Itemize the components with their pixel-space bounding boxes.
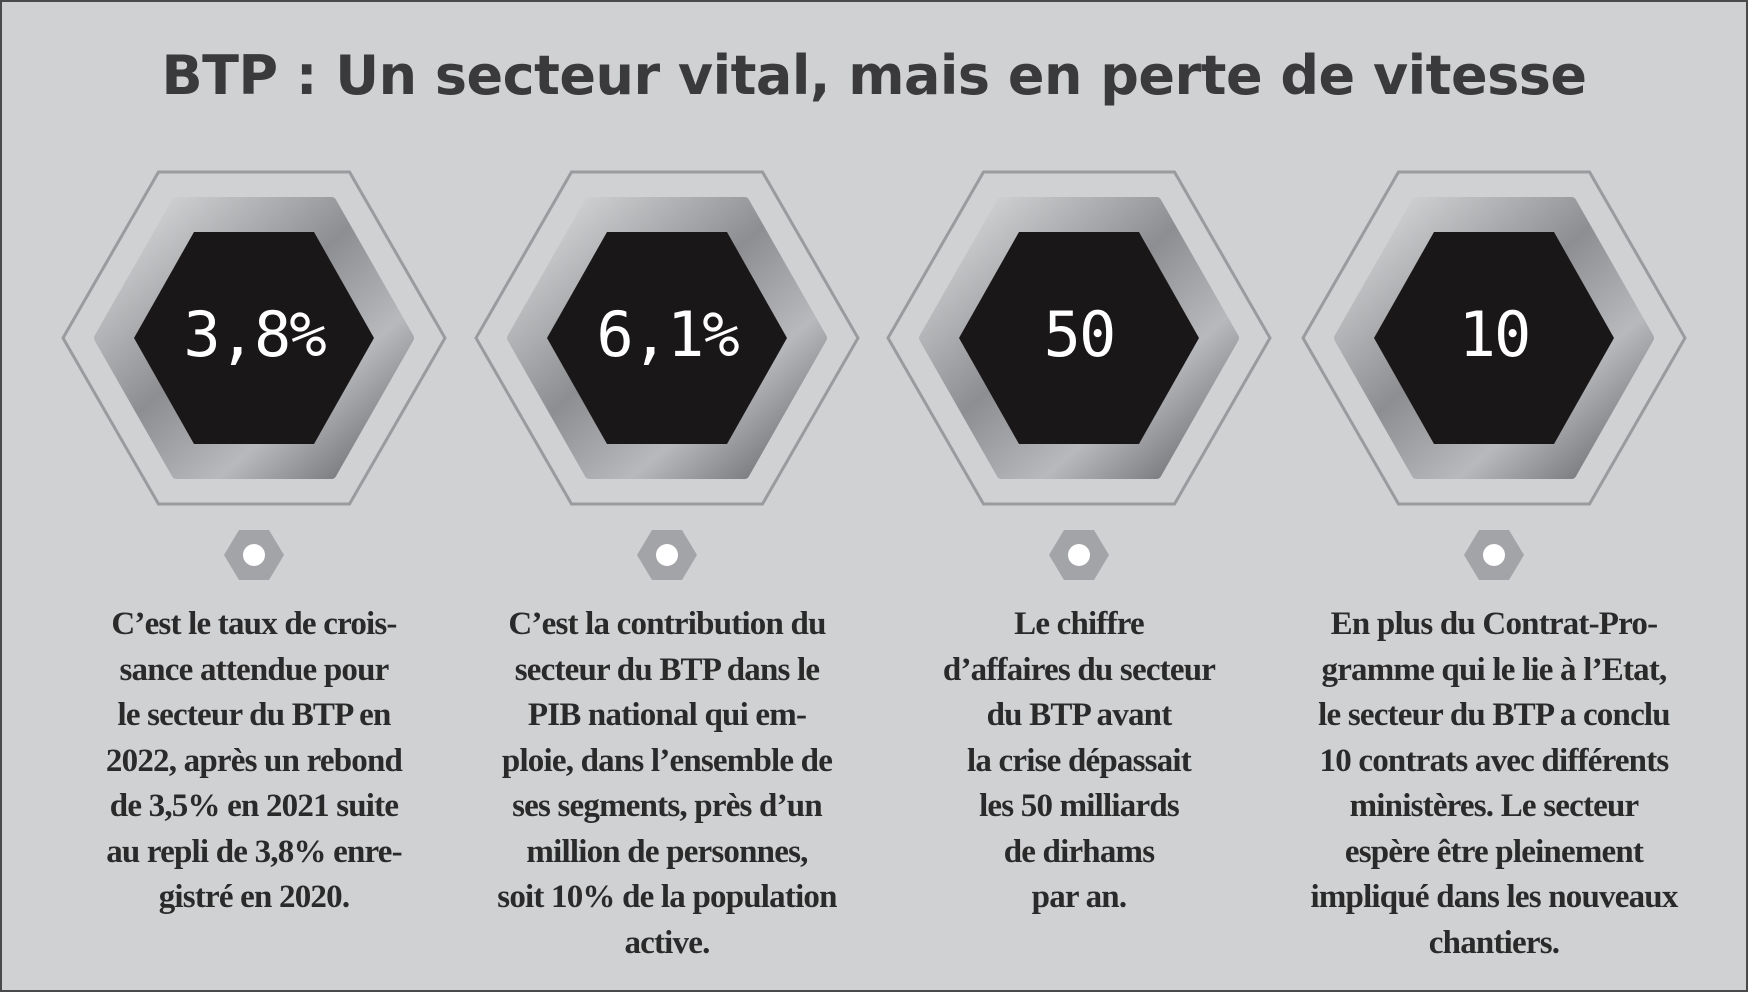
outer-hexagon-outline — [1301, 170, 1687, 506]
description-line: C’est le taux de crois- — [111, 606, 397, 642]
stat-description: Le chiffre d’affaires du secteur du BTP av… — [869, 602, 1289, 921]
description-line: secteur du BTP dans le — [514, 651, 820, 688]
description-line: 10 contrats avec différents — [1319, 742, 1670, 779]
hexagon-badge — [886, 170, 1272, 580]
description-line: du BTP avant — [986, 697, 1173, 733]
bullet-dot-icon — [656, 544, 678, 566]
stat-value: 50 — [1043, 298, 1117, 371]
description-line: chantiers. — [1428, 924, 1560, 961]
stat-value: 6,1% — [596, 298, 739, 371]
stat-value: 3,8% — [183, 298, 326, 371]
inner-hexagon — [1374, 232, 1614, 444]
stat-description: C’est la contribution du secteur du BTP d… — [457, 602, 877, 966]
hexagon-badge — [61, 170, 447, 580]
description-line: impliqué dans les nouveaux — [1310, 879, 1678, 915]
hexagon-badge — [1301, 170, 1687, 580]
stat-card: 3,8% C’est le taux de crois-sance attend… — [44, 170, 464, 915]
description-line: d’affaires du secteur — [942, 651, 1216, 688]
description-line: le secteur du BTP en — [117, 697, 391, 733]
description-line: la crise dépassait — [967, 742, 1192, 779]
stat-card: 10 En plus du Contrat-Pro-gramme qui le … — [1284, 170, 1704, 961]
description-line: PIB national qui em- — [527, 697, 807, 733]
bullet-dot-icon — [243, 544, 265, 566]
outer-hexagon-outline — [886, 170, 1272, 506]
hexagon-badge — [474, 170, 860, 580]
description-line: gistré en 2020. — [158, 879, 350, 915]
description-line: gramme qui le lie à l’Etat, — [1321, 651, 1668, 688]
description-line: active. — [624, 924, 710, 961]
bullet-dot-icon — [1068, 544, 1090, 566]
description-line: de dirhams — [1003, 833, 1155, 870]
description-line: En plus du Contrat-Pro- — [1330, 606, 1658, 642]
stat-card: 6,1% C’est la contribution du secteur du … — [457, 170, 877, 961]
description-line: ministères. Le secteur — [1349, 788, 1640, 824]
description-line: sance attendue pour — [119, 651, 390, 688]
description-line: par an. — [1031, 879, 1127, 915]
description-line: le secteur du BTP a conclu — [1318, 697, 1670, 733]
description-line: ses segments, près d’un — [512, 788, 823, 824]
outer-hexagon-outline — [474, 170, 860, 506]
inner-hexagon — [547, 232, 787, 444]
stat-description: C’est le taux de crois-sance attendue po… — [44, 602, 464, 921]
outer-hexagon-outline — [61, 170, 447, 506]
description-line: de 3,5% en 2021 suite — [109, 788, 399, 824]
inner-hexagon — [134, 232, 374, 444]
description-line: ploie, dans l’ensemble de — [501, 742, 833, 779]
page-title: BTP : Un secteur vital, mais en perte de… — [161, 44, 1587, 107]
description-line: 2022, après un rebond — [105, 742, 403, 779]
description-line: espère être pleinement — [1344, 833, 1644, 870]
stat-value: 10 — [1458, 298, 1532, 371]
stat-card: 50 Le chiffre d’affaires du secteur du BTP… — [869, 170, 1289, 915]
description-line: au repli de 3,8% enre- — [106, 833, 402, 870]
description-line: Le chiffre — [1014, 606, 1145, 642]
description-line: million de personnes, — [526, 833, 808, 870]
description-line: les 50 milliards — [979, 788, 1180, 824]
stat-description: En plus du Contrat-Pro-gramme qui le lie… — [1284, 602, 1704, 966]
bullet-dot-icon — [1483, 544, 1505, 566]
description-line: C’est la contribution du — [508, 606, 826, 642]
inner-hexagon — [959, 232, 1199, 444]
description-line: soit 10% de la population — [497, 879, 837, 915]
